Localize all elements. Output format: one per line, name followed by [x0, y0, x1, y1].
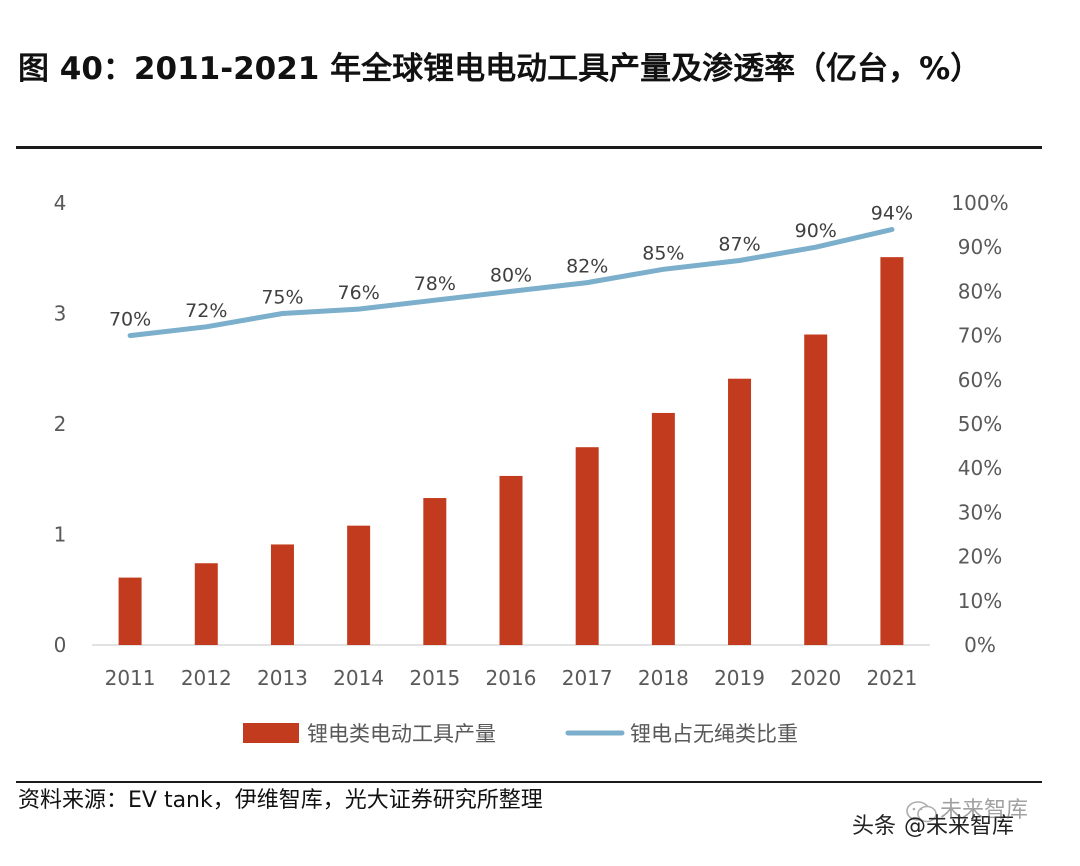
x-axis: 2011 2012 2013 2014 2015 2016 2017 2018 2019 2020…: [105, 666, 918, 690]
line-data-label: 94%: [871, 203, 913, 225]
line-data-label: 78%: [414, 273, 456, 295]
right-axis: 0% 10% 20% 30% 40% 50% 60% 70% 80% 90% 100%: [951, 191, 1008, 657]
bar: [880, 257, 904, 645]
line-data-label: 87%: [718, 233, 760, 255]
bar: [118, 577, 142, 645]
bar: [270, 544, 294, 645]
line-data-label: 70%: [109, 309, 151, 331]
x-axis-tick-label: 2019: [714, 666, 765, 690]
line-data-label: 80%: [490, 264, 532, 286]
wechat-icon: [906, 801, 937, 823]
watermark-back-text: 未来智库: [940, 798, 1029, 823]
bar-series: [118, 257, 904, 645]
left-axis-tick-label: 3: [54, 302, 67, 326]
x-axis-tick-label: 2016: [486, 666, 537, 690]
bar: [804, 334, 828, 645]
source-divider: [16, 781, 1042, 783]
bar: [651, 412, 675, 645]
legend-line-label: 锂电占无绳类比重: [630, 722, 798, 746]
right-axis-tick-label: 20%: [958, 545, 1002, 569]
line-data-label: 75%: [261, 287, 303, 309]
bar: [728, 378, 752, 645]
legend-bar-swatch: [243, 723, 299, 743]
right-axis-tick-label: 80%: [958, 279, 1002, 303]
legend-bar-label: 锂电类电动工具产量: [307, 722, 496, 746]
x-axis-tick-label: 2012: [181, 666, 232, 690]
right-axis-tick-label: 10%: [958, 589, 1002, 613]
x-axis-tick-label: 2020: [790, 666, 841, 690]
x-axis-tick-label: 2014: [333, 666, 384, 690]
right-axis-tick-label: 50%: [958, 412, 1002, 436]
x-axis-tick-label: 2015: [409, 666, 460, 690]
line-data-label: 72%: [185, 300, 227, 322]
left-axis: 0 1 2 3 4: [54, 191, 67, 657]
right-axis-tick-label: 0%: [964, 633, 996, 657]
right-axis-tick-label: 90%: [958, 235, 1002, 259]
bar: [194, 563, 218, 645]
line-data-label: 76%: [338, 282, 380, 304]
right-axis-tick-label: 40%: [958, 456, 1002, 480]
x-axis-tick-label: 2013: [257, 666, 308, 690]
bar: [499, 475, 523, 645]
right-axis-tick-label: 100%: [951, 191, 1008, 215]
left-axis-tick-label: 1: [54, 523, 67, 547]
source-note: 资料来源：EV tank，伊维智库，光大证券研究所整理: [18, 788, 543, 813]
bar: [575, 447, 599, 645]
left-axis-tick-label: 0: [54, 633, 67, 657]
x-axis-tick-label: 2021: [866, 666, 917, 690]
left-axis-tick-label: 4: [54, 191, 67, 215]
right-axis-tick-label: 30%: [958, 500, 1002, 524]
x-axis-tick-label: 2018: [638, 666, 689, 690]
watermark-prefix: 头条: [852, 814, 897, 839]
watermark: 未来智库 头条 @未来智库: [852, 798, 1028, 842]
x-axis-tick-label: 2011: [105, 666, 156, 690]
line-series: [127, 227, 895, 339]
page-title: 图 40：2011-2021 年全球锂电电动工具产量及渗透率（亿台，%）: [18, 51, 982, 87]
bar: [347, 525, 371, 645]
watermark-account: @未来智库: [904, 814, 1015, 839]
legend: 锂电类电动工具产量 锂电占无绳类比重: [243, 722, 798, 746]
left-axis-tick-label: 2: [54, 412, 67, 436]
x-axis-tick-label: 2017: [562, 666, 613, 690]
right-axis-tick-label: 70%: [958, 324, 1002, 348]
line-data-label: 82%: [566, 256, 608, 278]
line-data-label: 85%: [642, 242, 684, 264]
right-axis-tick-label: 60%: [958, 368, 1002, 392]
bar: [423, 498, 447, 645]
title-divider: [16, 146, 1042, 149]
line-data-label: 90%: [795, 220, 837, 242]
line-data-labels: 70% 72% 75% 76% 78% 80% 82% 85% 87% 90% 94%: [109, 203, 913, 331]
